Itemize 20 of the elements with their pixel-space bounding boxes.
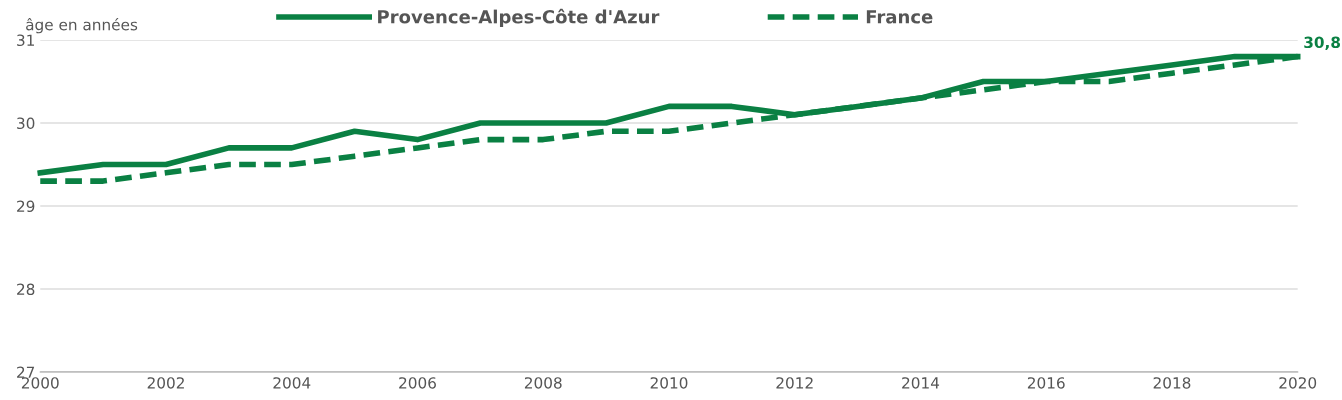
annotation: 30,8 [1304, 36, 1341, 51]
y-tick-label: 31 [17, 34, 34, 47]
y-tick-label: 29 [17, 200, 35, 213]
x-tick-label: 2016 [1027, 377, 1065, 389]
y-tick-label: 27 [17, 366, 35, 378]
x-tick-label: 2008 [524, 377, 562, 389]
x-tick-label: 2014 [902, 377, 940, 389]
x-tick-label: 2002 [147, 377, 184, 389]
legend-label: Provence-Alpes-Côte d'Azur [378, 8, 660, 28]
legend-label: France [866, 10, 933, 24]
x-tick-label: 2012 [776, 377, 813, 389]
y-tick-label: 28 [17, 283, 35, 296]
x-tick-label: 2020 [1279, 377, 1317, 389]
x-tick-label: 2004 [273, 377, 311, 389]
y-tick-label: 30 [17, 117, 35, 130]
x-tick-label: 2010 [650, 377, 688, 389]
x-tick-label: 2018 [1153, 377, 1191, 389]
x-tick-label: 2006 [399, 377, 436, 389]
y-axis-title: âge en années [26, 17, 138, 34]
x-tick-label: 2000 [21, 377, 59, 389]
